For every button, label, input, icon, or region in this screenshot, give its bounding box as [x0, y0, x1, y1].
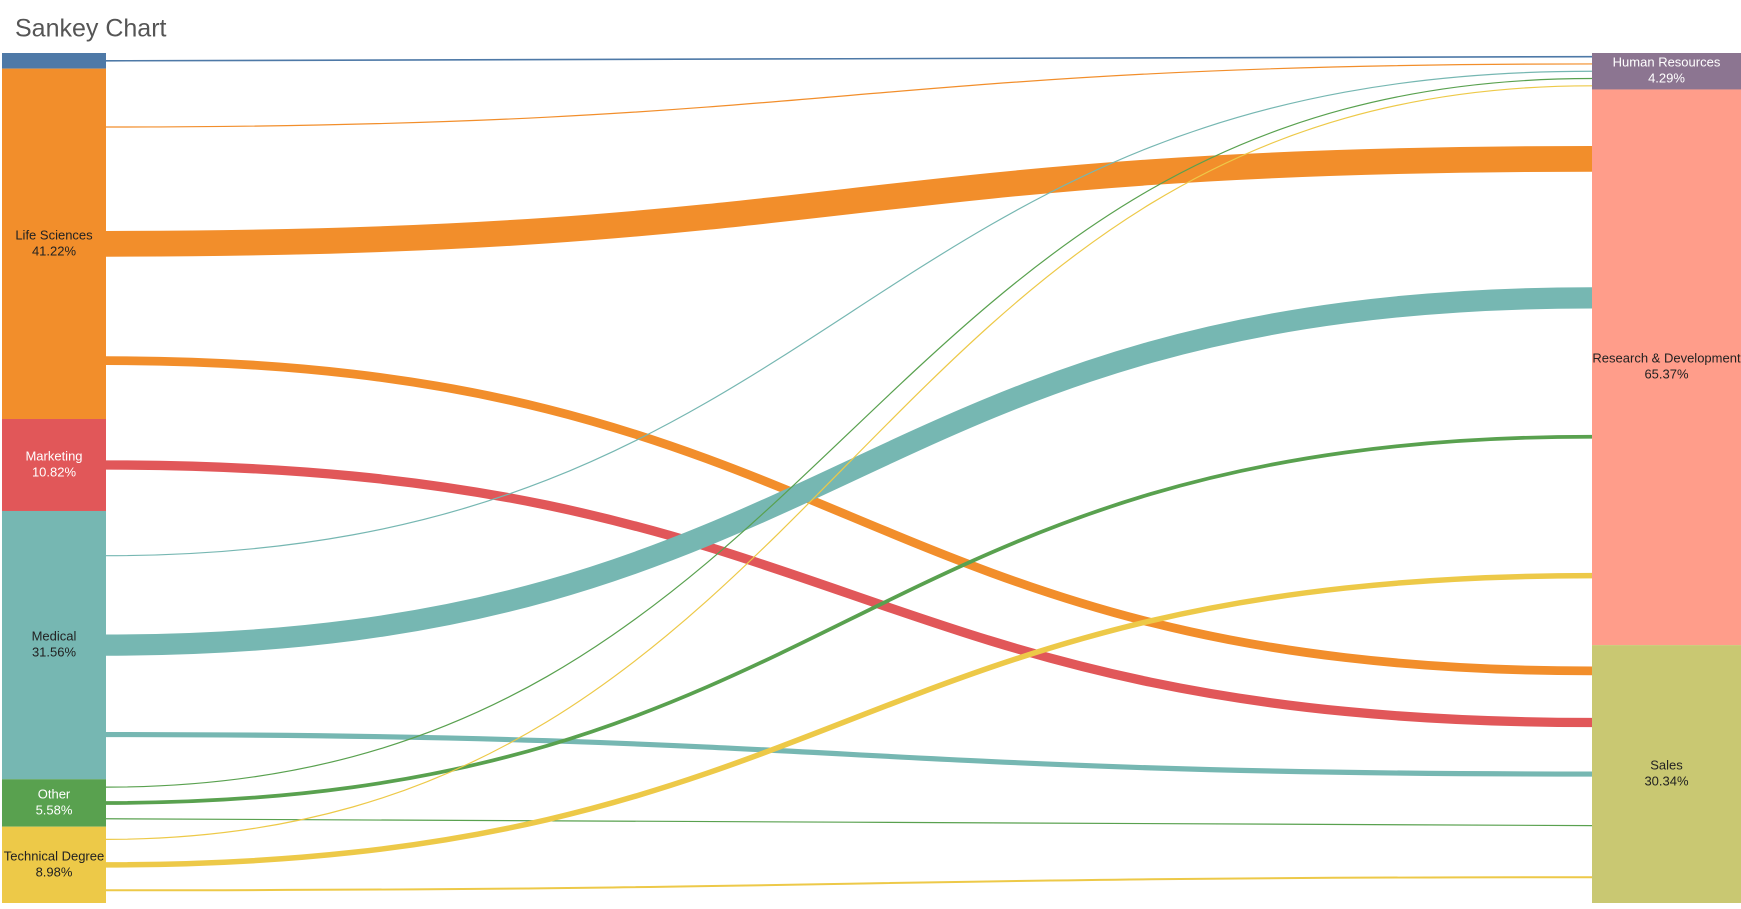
node-label: Life Sciences — [15, 227, 93, 242]
flow — [105, 572, 1593, 868]
flow — [105, 55, 1593, 62]
flow — [105, 85, 1593, 840]
flow — [105, 356, 1593, 676]
flow — [105, 818, 1593, 827]
node — [1592, 645, 1741, 903]
flow — [105, 146, 1593, 257]
node — [2, 510, 106, 780]
node — [2, 826, 106, 903]
flow — [105, 70, 1593, 557]
node-label: Other — [38, 786, 71, 801]
node-value-label: 5.58% — [36, 802, 73, 817]
node — [2, 419, 106, 511]
chart-title: Sankey Chart — [15, 15, 167, 43]
flow — [105, 434, 1593, 805]
node — [1592, 89, 1741, 646]
flow — [105, 731, 1593, 777]
node-value-label: 65.37% — [1644, 367, 1689, 382]
node-value-label: 30.34% — [1644, 773, 1689, 788]
flow — [105, 77, 1593, 788]
flow — [105, 460, 1593, 728]
node — [2, 779, 106, 827]
flow — [105, 876, 1593, 892]
node-value-label: 31.56% — [32, 645, 77, 660]
node-value-label: 41.22% — [32, 243, 77, 258]
node-label: Human Resources — [1613, 55, 1721, 70]
node — [1592, 53, 1741, 90]
node — [2, 53, 106, 69]
node-value-label: 10.82% — [32, 464, 77, 479]
flow — [105, 63, 1593, 128]
node-label: Marketing — [25, 448, 82, 463]
node-label: Sales — [1650, 757, 1683, 772]
node-label: Medical — [32, 629, 77, 644]
node-label: Research & Development — [1592, 351, 1741, 366]
node-label: Technical Degree — [4, 848, 104, 863]
flows — [105, 55, 1593, 892]
flow — [105, 287, 1593, 656]
node-value-label: 8.98% — [36, 864, 73, 879]
node-value-label: 4.29% — [1648, 71, 1685, 86]
node — [2, 68, 106, 420]
